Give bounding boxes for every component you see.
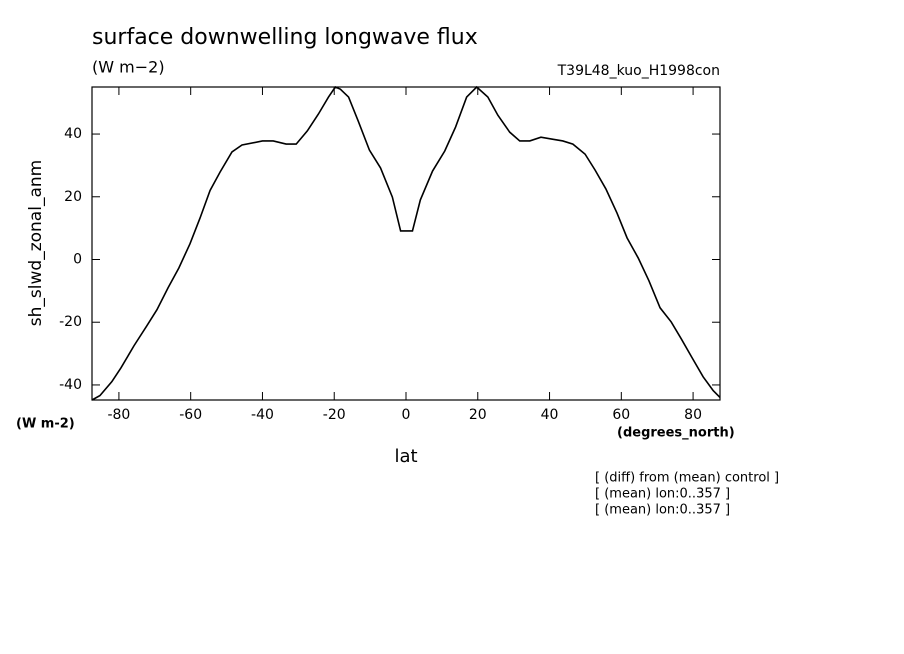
y-units: (W m-2): [16, 417, 75, 432]
x-tick-label: 40: [541, 407, 559, 423]
y-tick-label: 20: [64, 189, 82, 205]
plot-frame: [91, 86, 721, 401]
y-tick-label: 40: [64, 126, 82, 142]
y-tick-label: 0: [73, 251, 82, 267]
x-tick-label: 0: [402, 407, 411, 423]
note: [ (mean) lon:0..357 ]: [595, 503, 730, 518]
x-tick-label: -40: [251, 407, 274, 423]
x-units: (degrees_north): [617, 426, 735, 441]
note: [ (mean) lon:0..357 ]: [595, 487, 730, 502]
x-tick-label: -20: [323, 407, 346, 423]
run-label: T39L48_kuo_H1998con: [557, 63, 720, 79]
units: (W m−2): [92, 58, 165, 77]
y-tick-label: -20: [59, 314, 82, 330]
x-tick-label: 80: [684, 407, 702, 423]
x-axis-label: lat: [394, 446, 417, 467]
x-tick-label: -60: [179, 407, 202, 423]
y-tick-label: -40: [59, 377, 82, 393]
y-axis-label: sh_slwd_zonal_anm: [26, 160, 46, 326]
x-tick-label: 60: [612, 407, 630, 423]
x-tick-label: 20: [469, 407, 487, 423]
chart-title: surface downwelling longwave flux: [92, 25, 478, 50]
data-line: [91, 85, 721, 401]
note: [ (diff) from (mean) control ]: [595, 471, 779, 486]
x-tick-label: -80: [107, 407, 130, 423]
